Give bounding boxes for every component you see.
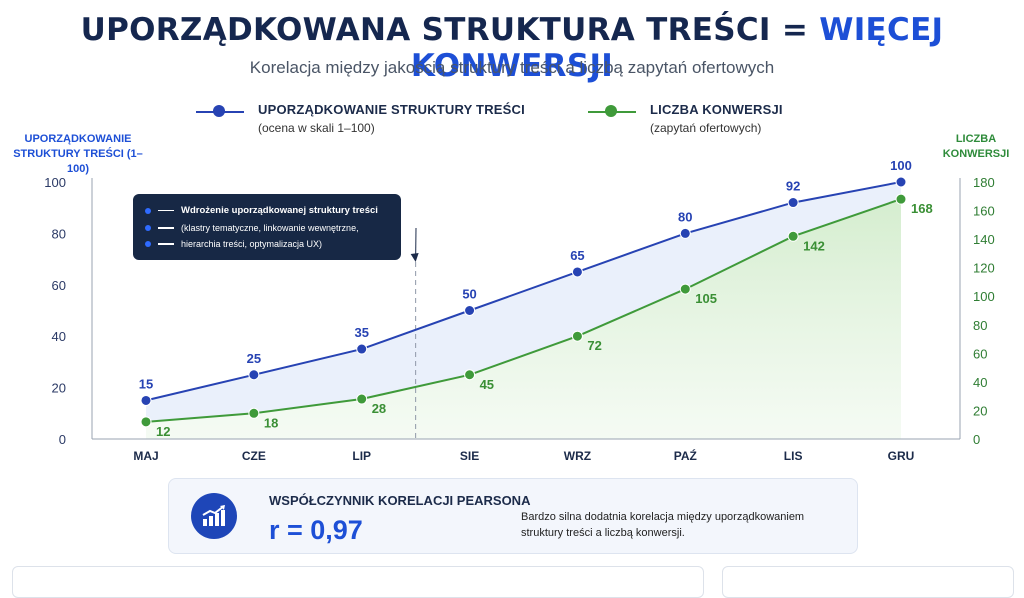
point-structure bbox=[896, 177, 906, 187]
y-tick-left: 0 bbox=[59, 432, 66, 447]
point-conversions bbox=[680, 284, 690, 294]
bullet-icon bbox=[145, 225, 151, 231]
data-label-structure: 80 bbox=[678, 209, 692, 224]
x-tick-label: LIP bbox=[352, 449, 371, 463]
point-conversions bbox=[572, 331, 582, 341]
point-conversions bbox=[357, 394, 367, 404]
y-tick-right: 40 bbox=[973, 375, 987, 390]
y-tick-left: 100 bbox=[44, 175, 66, 190]
correlation-card: WSPÓŁCZYNNIK KORELACJI PEARSONA r = 0,97… bbox=[168, 478, 858, 554]
y-tick-right: 100 bbox=[973, 289, 995, 304]
marker-pointer-arrow bbox=[411, 253, 419, 262]
x-tick-label: CZE bbox=[242, 449, 266, 463]
point-structure bbox=[572, 267, 582, 277]
dash-icon bbox=[158, 243, 174, 245]
y-tick-left: 60 bbox=[52, 278, 66, 293]
data-label-structure: 15 bbox=[139, 376, 153, 391]
dash-icon bbox=[158, 227, 174, 229]
y-tick-right: 80 bbox=[973, 318, 987, 333]
dash-icon bbox=[158, 210, 174, 212]
data-label-conversions: 28 bbox=[372, 401, 386, 416]
y-tick-left: 20 bbox=[52, 381, 66, 396]
tooltip-row-2: hierarchia treści, optymalizacja UX) bbox=[145, 239, 322, 249]
point-conversions bbox=[896, 194, 906, 204]
correlation-description: Bardzo silna dodatnia korelacja między u… bbox=[521, 509, 831, 541]
y-tick-right: 20 bbox=[973, 403, 987, 418]
y-tick-right: 180 bbox=[973, 175, 995, 190]
point-structure bbox=[465, 306, 475, 316]
annotation-tooltip: Wdrożenie uporządkowanej struktury treśc… bbox=[133, 194, 401, 260]
y-tick-right: 0 bbox=[973, 432, 980, 447]
tooltip-line-1: (klastry tematyczne, linkowanie wewnętrz… bbox=[181, 223, 359, 233]
bullet-icon bbox=[145, 241, 151, 247]
y-tick-right: 120 bbox=[973, 261, 995, 276]
point-structure bbox=[357, 344, 367, 354]
y-tick-left: 40 bbox=[52, 329, 66, 344]
x-tick-label: GRU bbox=[888, 449, 915, 463]
data-label-structure: 92 bbox=[786, 179, 800, 194]
data-label-structure: 65 bbox=[570, 248, 584, 263]
y-tick-left: 80 bbox=[52, 226, 66, 241]
correlation-value: r = 0,97 bbox=[269, 515, 363, 546]
point-structure bbox=[680, 228, 690, 238]
point-conversions bbox=[465, 370, 475, 380]
data-label-conversions: 72 bbox=[587, 338, 601, 353]
data-label-structure: 100 bbox=[890, 158, 912, 173]
y-tick-right: 140 bbox=[973, 232, 995, 247]
bottom-panel-left bbox=[12, 566, 704, 598]
x-tick-label: PAŹ bbox=[674, 448, 697, 463]
point-conversions bbox=[141, 417, 151, 427]
point-conversions bbox=[249, 408, 259, 418]
tooltip-line-2: hierarchia treści, optymalizacja UX) bbox=[181, 239, 322, 249]
x-tick-label: MAJ bbox=[133, 449, 158, 463]
data-label-conversions: 105 bbox=[695, 291, 717, 306]
point-structure bbox=[249, 370, 259, 380]
tooltip-row-1: (klastry tematyczne, linkowanie wewnętrz… bbox=[145, 223, 359, 233]
data-label-structure: 35 bbox=[354, 325, 368, 340]
point-conversions bbox=[788, 231, 798, 241]
point-structure bbox=[788, 198, 798, 208]
tooltip-row-title: Wdrożenie uporządkowanej struktury treśc… bbox=[145, 205, 378, 216]
data-label-conversions: 12 bbox=[156, 424, 170, 439]
x-tick-label: WRZ bbox=[564, 449, 591, 463]
correlation-label: WSPÓŁCZYNNIK KORELACJI PEARSONA bbox=[269, 493, 530, 508]
data-label-conversions: 45 bbox=[480, 377, 494, 392]
point-structure bbox=[141, 395, 151, 405]
data-label-conversions: 142 bbox=[803, 238, 825, 253]
bullet-icon bbox=[145, 208, 151, 214]
data-label-structure: 50 bbox=[462, 287, 476, 302]
y-tick-right: 160 bbox=[973, 204, 995, 219]
data-label-structure: 25 bbox=[247, 351, 261, 366]
tooltip-title: Wdrożenie uporządkowanej struktury treśc… bbox=[181, 205, 378, 216]
x-tick-label: SIE bbox=[460, 449, 479, 463]
y-tick-right: 60 bbox=[973, 346, 987, 361]
data-label-conversions: 168 bbox=[911, 201, 933, 216]
chart-growth-icon bbox=[191, 493, 237, 539]
data-label-conversions: 18 bbox=[264, 415, 278, 430]
bottom-panel-right bbox=[722, 566, 1014, 598]
x-tick-label: LIS bbox=[784, 449, 803, 463]
